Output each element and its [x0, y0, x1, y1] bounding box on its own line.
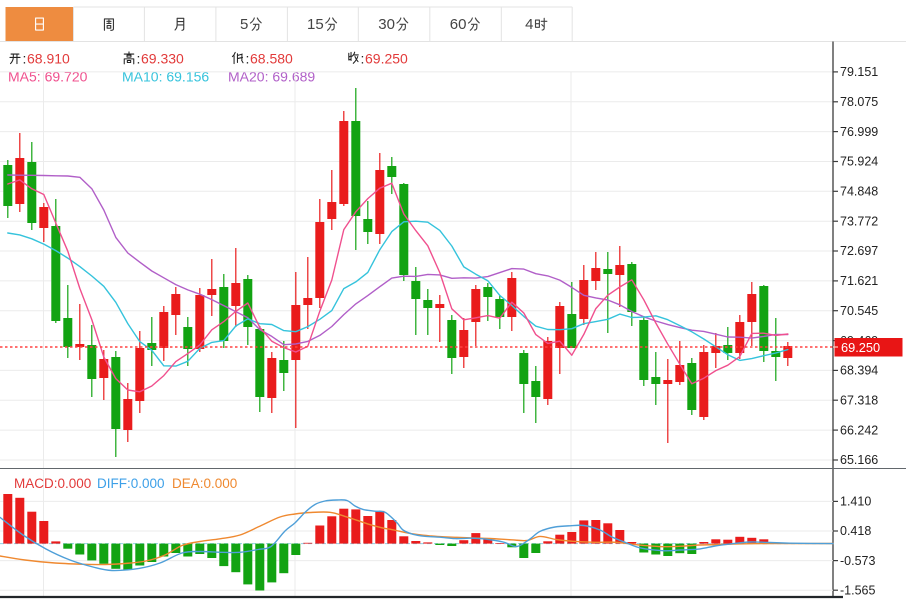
svg-text:67.318: 67.318: [840, 393, 878, 407]
svg-text:DEA:0.000: DEA:0.000: [172, 476, 237, 491]
svg-text:66.242: 66.242: [840, 423, 878, 437]
svg-text:68.910: 68.910: [27, 51, 70, 67]
svg-text:-0.573: -0.573: [840, 554, 875, 568]
svg-text::: :: [361, 51, 365, 67]
svg-text:MA20: 69.689: MA20: 69.689: [228, 69, 315, 85]
svg-text:15: 15: [307, 16, 324, 33]
svg-text:-1.565: -1.565: [840, 583, 875, 597]
svg-text:69.330: 69.330: [141, 51, 184, 67]
svg-text:30: 30: [378, 16, 395, 33]
svg-text:74.848: 74.848: [840, 185, 878, 199]
svg-text:71.621: 71.621: [840, 274, 878, 288]
svg-text:68.394: 68.394: [840, 364, 878, 378]
svg-text:MA5: 69.720: MA5: 69.720: [8, 69, 88, 85]
svg-text::: :: [137, 51, 141, 67]
svg-text:69.250: 69.250: [841, 340, 880, 355]
svg-text:70.545: 70.545: [840, 304, 878, 318]
svg-text:79.151: 79.151: [840, 65, 878, 79]
svg-text:DIFF:0.000: DIFF:0.000: [97, 476, 165, 491]
svg-text:65.166: 65.166: [840, 453, 878, 467]
svg-text::: :: [246, 51, 250, 67]
svg-text:5: 5: [240, 16, 248, 33]
svg-text::: :: [23, 51, 27, 67]
svg-text:68.580: 68.580: [250, 51, 293, 67]
svg-text:78.075: 78.075: [840, 95, 878, 109]
svg-text:4: 4: [525, 16, 533, 33]
svg-text:69.250: 69.250: [365, 51, 408, 67]
svg-text:MACD:0.000: MACD:0.000: [14, 476, 91, 491]
svg-text:73.772: 73.772: [840, 214, 878, 228]
svg-text:72.697: 72.697: [840, 244, 878, 258]
svg-text:75.924: 75.924: [840, 155, 878, 169]
svg-text:0.418: 0.418: [840, 524, 871, 538]
svg-text:MA10: 69.156: MA10: 69.156: [122, 69, 209, 85]
svg-text:1.410: 1.410: [840, 495, 871, 509]
svg-text:76.999: 76.999: [840, 125, 878, 139]
svg-text:60: 60: [450, 16, 467, 33]
